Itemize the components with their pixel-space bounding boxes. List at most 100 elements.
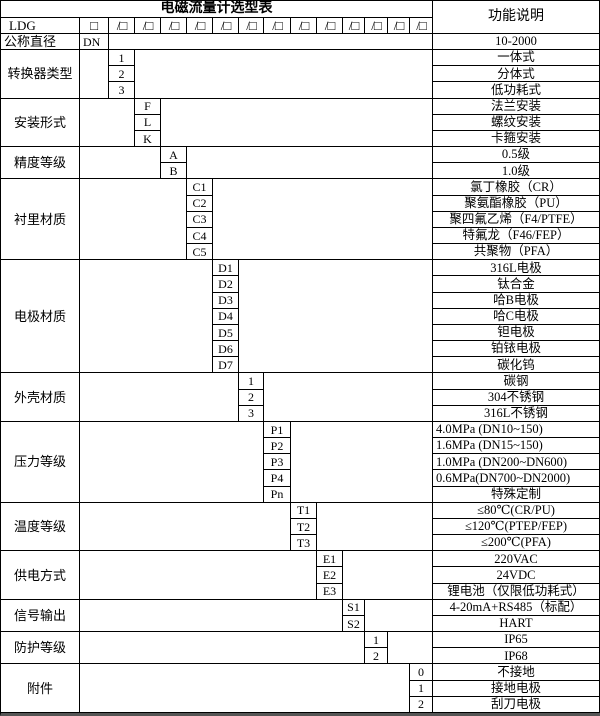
group-label: 衬里材质 (1, 179, 80, 261)
slash-box: /□ (187, 18, 213, 34)
option-desc: 316L不锈钢 (433, 405, 600, 422)
option-code: K (135, 130, 161, 148)
option-desc: 1.0MPa (DN200~DN600) (433, 454, 600, 471)
option-code: Pn (264, 486, 291, 503)
option-code: 0 (410, 664, 433, 681)
spacer-cell (343, 551, 433, 600)
group-label: 外壳材质 (1, 373, 80, 422)
option-code: D5 (213, 324, 239, 342)
function-header: 功能说明 (433, 1, 600, 34)
option-desc: IP68 (433, 648, 600, 665)
option-desc: IP65 (433, 632, 600, 649)
option-desc: 1.6MPa (DN15~150) (433, 438, 600, 455)
option-code: 2 (109, 66, 135, 83)
spacer-cell (388, 632, 433, 665)
group-label: 附件 (1, 664, 80, 713)
spacer-cell (317, 502, 433, 552)
spacer-cell (80, 147, 161, 180)
option-desc: 哈C电极 (433, 308, 600, 325)
group-label: 公称直径 (1, 34, 80, 51)
option-desc: 一体式 (433, 50, 600, 67)
option-desc: 24VDC (433, 567, 600, 584)
spacer-cell (80, 632, 365, 665)
option-code: D6 (213, 341, 239, 358)
slash-box: /□ (213, 18, 239, 34)
spacer-cell (80, 98, 135, 148)
option-code: 3 (109, 82, 135, 99)
option-code: D1 (213, 260, 239, 277)
option-desc: 卡箍安装 (433, 130, 600, 148)
spacer-cell (365, 599, 433, 633)
option-code: P3 (264, 454, 291, 471)
option-code: 2 (410, 696, 433, 713)
group-label: 温度等级 (1, 502, 80, 552)
option-code: T2 (291, 518, 317, 536)
option-desc: 4-20mA+RS485（标配） (433, 599, 600, 616)
option-desc: 0.6MPa(DN700~DN2000) (433, 470, 600, 487)
option-desc: 哈B电极 (433, 292, 600, 309)
slash-box: /□ (239, 18, 264, 34)
option-code: D7 (213, 357, 239, 374)
option-code: P4 (264, 470, 291, 487)
option-desc: 4.0MPa (DN10~150) (433, 421, 600, 439)
slash-box: /□ (135, 18, 161, 34)
option-code: C1 (187, 179, 213, 196)
option-desc: 220VAC (433, 551, 600, 568)
spacer-cell (239, 260, 433, 374)
slash-box: /□ (343, 18, 365, 34)
option-desc: 氯丁橡胶（CR） (433, 179, 600, 196)
option-desc: 铂铱电极 (433, 341, 600, 358)
option-code: 2 (365, 648, 388, 665)
spacer-cell (80, 551, 317, 600)
option-desc: 法兰安装 (433, 98, 600, 115)
option-code: F (135, 98, 161, 115)
option-code: 1 (239, 373, 264, 390)
option-desc: 碳钢 (433, 373, 600, 390)
spacer-cell (187, 147, 433, 180)
option-desc: 1.0级 (433, 163, 600, 180)
option-desc: HART (433, 615, 600, 633)
option-code: 1 (365, 632, 388, 649)
option-desc: 304不锈钢 (433, 389, 600, 406)
option-code: C5 (187, 244, 213, 261)
option-desc: 锂电池（仅限低功耗式） (433, 583, 600, 600)
option-code: B (161, 163, 187, 180)
slash-box: /□ (291, 18, 317, 34)
option-code: 3 (239, 405, 264, 422)
option-code: P1 (264, 421, 291, 439)
option-desc: ≤200℃(PFA) (433, 535, 600, 552)
option-desc: 低功耗式 (433, 82, 600, 99)
spacer-cell (80, 664, 410, 713)
group-label: 精度等级 (1, 147, 80, 180)
option-desc: 钛合金 (433, 276, 600, 293)
spacer-cell (213, 179, 433, 261)
option-desc: 共聚物（PFA） (433, 244, 600, 261)
spacer-cell (264, 373, 433, 422)
spacer-cell (80, 502, 291, 552)
spacer-cell (161, 98, 433, 148)
slash-box: /□ (365, 18, 388, 34)
option-desc: ≤80℃(CR/PU) (433, 502, 600, 519)
option-code: D3 (213, 292, 239, 309)
option-code: A (161, 147, 187, 164)
spacer-cell (80, 260, 213, 374)
table-title: 电磁流量计选型表 (1, 1, 433, 18)
option-code: 2 (239, 389, 264, 406)
option-code: E1 (317, 551, 343, 568)
option-desc: 不接地 (433, 664, 600, 681)
spacer-cell (80, 421, 264, 503)
model-prefix: LDG (1, 18, 80, 34)
option-code: T1 (291, 502, 317, 519)
group-label: 转换器类型 (1, 50, 80, 99)
spacer-cell (80, 50, 109, 99)
group-label: 信号输出 (1, 599, 80, 633)
spacer-cell (80, 599, 343, 633)
option-code: 1 (109, 50, 135, 67)
option-desc: ≤120℃(PTEP/FEP) (433, 518, 600, 536)
option-desc: 特氟龙（F46/FEP） (433, 227, 600, 245)
option-desc: 接地电极 (433, 680, 600, 697)
option-code: S1 (343, 599, 365, 616)
slash-box: /□ (161, 18, 187, 34)
option-code: C2 (187, 195, 213, 212)
